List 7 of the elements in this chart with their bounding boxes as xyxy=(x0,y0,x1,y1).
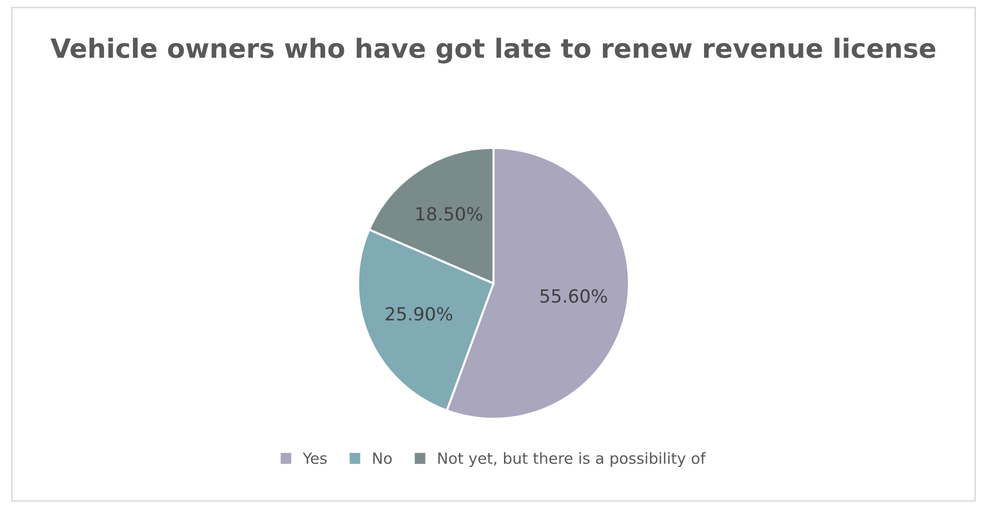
legend-label: Yes xyxy=(302,452,327,464)
data-label: 18.50% xyxy=(416,207,482,221)
data-label: 55.60% xyxy=(540,289,607,303)
chart-title: Vehicle owners who have got late to renew revenue license xyxy=(50,38,936,64)
data-label: 25.90% xyxy=(386,306,452,321)
legend-label: Not yet, but there is a possibility of xyxy=(438,452,706,467)
legend-label: No xyxy=(373,452,392,464)
